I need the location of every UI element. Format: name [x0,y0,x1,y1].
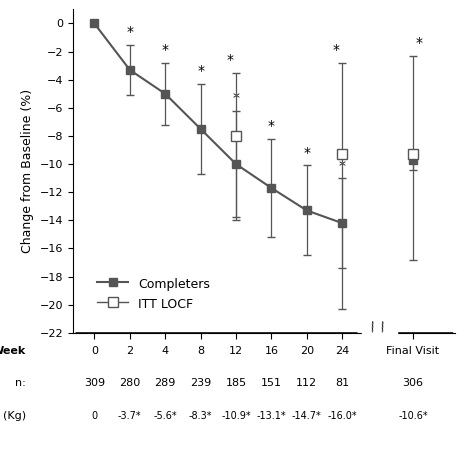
Text: Δ Wt (Kg): Δ Wt (Kg) [0,411,26,421]
Text: 2: 2 [126,346,134,355]
Text: *: * [303,146,310,160]
Text: n:: n: [15,378,26,388]
Text: 185: 185 [226,378,246,388]
Text: 81: 81 [335,378,349,388]
Text: 12: 12 [229,346,243,355]
Text: 16: 16 [264,346,278,355]
Text: -13.1*: -13.1* [257,411,286,421]
Text: -10.9*: -10.9* [221,411,251,421]
Text: *: * [162,43,169,57]
Text: 8: 8 [197,346,204,355]
Text: -10.6*: -10.6* [398,411,428,421]
Text: Week: Week [0,346,26,355]
Text: 4: 4 [161,346,169,355]
Text: *: * [268,119,275,133]
Text: 280: 280 [119,378,141,388]
Text: -14.7*: -14.7* [292,411,322,421]
Text: 112: 112 [296,378,317,388]
Text: -5.6*: -5.6* [153,411,177,421]
Text: -8.3*: -8.3* [189,411,212,421]
Text: 151: 151 [261,378,282,388]
Text: *: * [233,91,239,105]
Text: 0: 0 [92,411,97,421]
Text: 239: 239 [190,378,211,388]
Text: 24: 24 [335,346,349,355]
Text: *: * [197,64,204,78]
Bar [362,324,397,341]
Text: *: * [416,36,423,50]
Y-axis label: Change from Baseline (%): Change from Baseline (%) [21,89,34,253]
Text: *: * [126,25,133,39]
Text: *: * [332,43,339,57]
Legend: Completers, ITT LOCF: Completers, ITT LOCF [91,271,217,317]
Text: 309: 309 [84,378,105,388]
Text: Final Visit: Final Visit [387,346,439,355]
Text: /: / [379,320,387,333]
Text: 289: 289 [154,378,176,388]
Text: *: * [339,159,346,172]
Text: /: / [369,320,376,333]
Text: 20: 20 [300,346,314,355]
Text: 306: 306 [403,378,423,388]
Text: -16.0*: -16.0* [328,411,357,421]
Text: *: * [226,53,233,67]
Text: -3.7*: -3.7* [118,411,142,421]
Text: 0: 0 [91,346,98,355]
